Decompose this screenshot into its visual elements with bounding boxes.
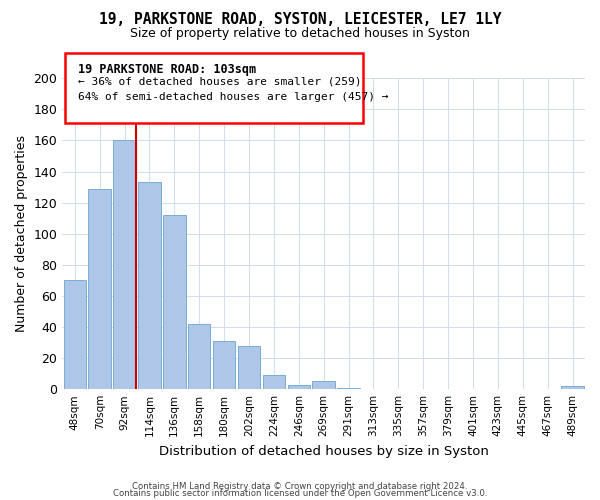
Bar [263,375,285,389]
Bar [88,188,111,389]
Bar [113,140,136,389]
X-axis label: Distribution of detached houses by size in Syston: Distribution of detached houses by size … [159,444,488,458]
Text: 19, PARKSTONE ROAD, SYSTON, LEICESTER, LE7 1LY: 19, PARKSTONE ROAD, SYSTON, LEICESTER, L… [99,12,501,28]
FancyBboxPatch shape [65,54,363,124]
Bar [337,388,360,389]
Bar [213,341,235,389]
Bar [238,346,260,389]
Bar [287,384,310,389]
Bar [138,182,161,389]
Text: Contains public sector information licensed under the Open Government Licence v3: Contains public sector information licen… [113,490,487,498]
Text: Size of property relative to detached houses in Syston: Size of property relative to detached ho… [130,28,470,40]
Bar [163,215,185,389]
Text: 64% of semi-detached houses are larger (457) →: 64% of semi-detached houses are larger (… [78,92,388,102]
Bar [64,280,86,389]
Bar [562,386,584,389]
Text: 19 PARKSTONE ROAD: 103sqm: 19 PARKSTONE ROAD: 103sqm [78,63,256,76]
Bar [188,324,211,389]
Text: ← 36% of detached houses are smaller (259): ← 36% of detached houses are smaller (25… [78,76,361,86]
Bar [313,382,335,389]
Text: Contains HM Land Registry data © Crown copyright and database right 2024.: Contains HM Land Registry data © Crown c… [132,482,468,491]
Y-axis label: Number of detached properties: Number of detached properties [15,135,28,332]
